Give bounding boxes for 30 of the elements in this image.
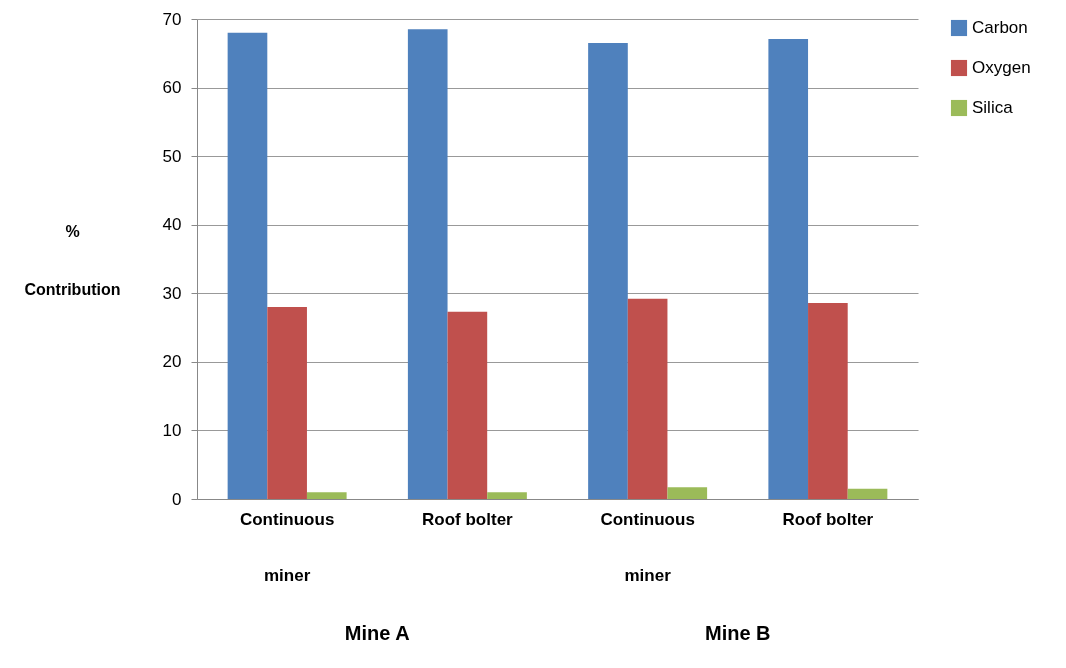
bar [667,487,708,499]
y-tick-label: 70 [162,9,182,29]
bar [487,492,527,499]
x-tick-label: Roof bolter [782,509,874,529]
x-tick-label: Roof bolter [422,509,514,529]
y-tick-label: 40 [162,215,182,235]
bar [407,29,448,499]
bar [267,307,307,499]
y-tick-label: 20 [162,352,182,372]
legend-label: Oxygen [972,58,1031,77]
text: % Contribution [24,222,121,298]
bar [627,298,668,499]
bar [588,43,628,499]
legend-label: Carbon [972,18,1028,37]
bar [306,492,347,499]
bar [227,32,268,499]
category-label: Continuous miner [239,509,335,585]
y-tick-label: 30 [162,283,182,303]
y-tick-label: 50 [162,146,182,166]
bar [768,38,809,499]
legend-label: Silica [972,98,1014,117]
y-tick-label: 10 [162,420,182,440]
bar [447,311,488,499]
text: Mine B [704,622,771,644]
text: Mine A [344,622,410,644]
y-tick-label: 0 [172,489,182,509]
bar [847,488,888,499]
category-label: Continuous miner [600,509,695,585]
y-tick-label: 60 [162,78,182,98]
bar [808,302,848,499]
